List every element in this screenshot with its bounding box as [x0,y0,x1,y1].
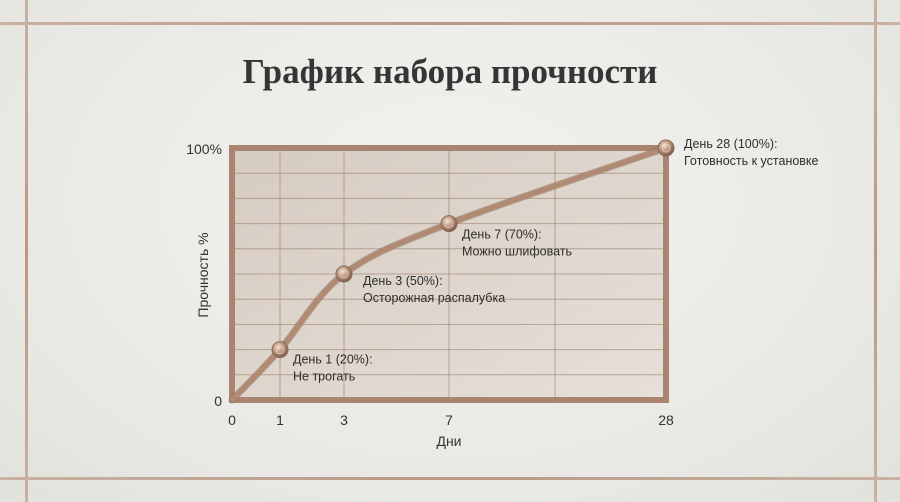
plot-frame [229,145,669,403]
data-point-marker-ring [339,269,349,279]
x-tick-label: 1 [276,412,284,428]
decor-rule-right [874,0,877,502]
data-point-marker-ring [661,143,671,153]
data-point-marker [657,139,675,157]
y-tick-label: 0 [214,393,222,409]
annotation-title: День 1 (20%): [293,353,373,367]
annotation-text: Можно шлифовать [462,245,572,259]
annotation-title: День 28 (100%): [684,137,777,151]
chart-title: График набора прочности [242,52,658,91]
y-axis-label: Прочность % [195,232,211,317]
data-point-marker [335,265,353,283]
data-point-marker-ring [444,219,454,229]
y-tick-label: 100% [186,141,222,157]
decor-rule-top [0,22,900,25]
data-point-marker-ring [275,345,285,355]
x-tick-label: 28 [658,412,674,428]
annotation-title: День 7 (70%): [462,228,542,242]
data-point-marker [440,215,458,233]
x-axis-label: Дни [436,433,461,449]
data-point-marker [271,341,289,359]
annotation-text: Готовность к установке [684,154,819,168]
x-tick-label: 3 [340,412,348,428]
decor-rule-left [25,0,28,502]
x-tick-label: 7 [445,412,453,428]
x-tick-label: 0 [228,412,236,428]
decor-rule-bottom [0,477,900,480]
annotation-text: Не трогать [293,370,355,384]
annotation-text: Осторожная распалубка [363,291,505,305]
annotation-title: День 3 (50%): [363,274,443,288]
